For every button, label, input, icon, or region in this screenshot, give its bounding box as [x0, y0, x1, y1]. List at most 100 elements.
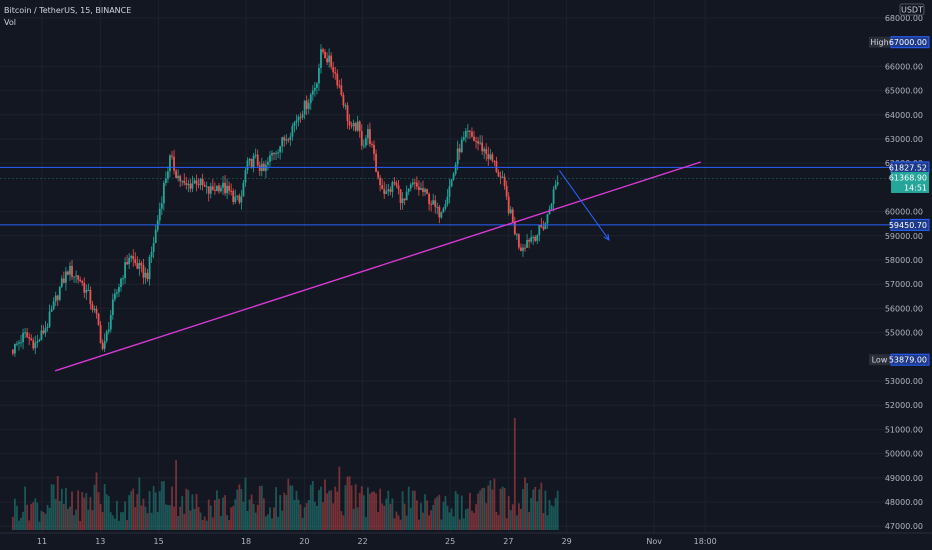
volume-bar	[65, 487, 67, 530]
volume-bar	[232, 505, 235, 530]
candle-body	[283, 137, 286, 141]
volume-bar	[499, 488, 502, 530]
volume-bar	[356, 507, 359, 530]
volume-bar	[177, 516, 180, 530]
volume-bar	[22, 511, 24, 530]
price-tick-label: 47000.00	[885, 522, 923, 531]
volume-bar	[324, 479, 326, 530]
volume-bar	[54, 499, 57, 530]
volume-bar	[150, 512, 153, 530]
volume-bar	[224, 495, 226, 530]
volume-bar	[183, 513, 186, 530]
candle-body	[205, 186, 208, 188]
candle-body	[181, 180, 184, 182]
currency-label: USDT	[901, 6, 923, 15]
candle-body	[375, 153, 377, 172]
volume-bar	[132, 488, 135, 530]
candle-body	[107, 329, 110, 332]
volume-bar	[340, 511, 343, 530]
candle-body	[34, 342, 37, 349]
volume-bar	[13, 498, 16, 530]
volume-bar	[479, 490, 482, 530]
candle-body	[503, 176, 506, 186]
candle-body	[407, 188, 410, 192]
volume-bar	[67, 508, 69, 530]
volume-bar	[164, 504, 167, 530]
candle-body	[383, 188, 386, 194]
candle-body	[289, 136, 292, 140]
candle-body	[24, 332, 26, 334]
candle-body	[542, 227, 545, 230]
candle-body	[95, 308, 98, 314]
volume-bar	[432, 504, 435, 530]
volume-bar	[218, 498, 220, 530]
candle-body	[346, 105, 349, 122]
volume-bar	[281, 510, 284, 530]
time-axis[interactable]: 11 13 15 18 20 22 25 27 29 Nov 18:00	[37, 537, 717, 546]
candle-body	[42, 330, 45, 334]
volume-bar	[111, 515, 114, 530]
support-trendline	[54, 161, 702, 372]
volume-bar	[185, 488, 188, 530]
candle-body	[189, 183, 192, 189]
volume-bar	[489, 480, 492, 530]
candle-body	[81, 281, 84, 283]
volume-bar	[403, 503, 406, 530]
candle-body	[285, 139, 288, 141]
volume-bar	[462, 518, 465, 530]
high-marker-value-bg	[890, 36, 930, 49]
candle-body	[507, 196, 510, 214]
volume-bar	[418, 519, 420, 530]
volume-bar	[415, 500, 418, 530]
volume-bar	[30, 503, 33, 530]
candle-body	[209, 186, 212, 194]
volume-bar	[515, 515, 518, 530]
volume-bar	[273, 507, 275, 530]
candle-body	[320, 49, 322, 68]
badge-last-price-text: 14:51	[904, 183, 927, 192]
candle-body	[275, 153, 277, 155]
volume-bar	[91, 510, 94, 530]
candle-body	[142, 265, 145, 278]
candle-body	[20, 342, 22, 344]
projection-arrow-line	[559, 170, 610, 241]
candle-body	[291, 126, 294, 137]
candle-body	[424, 189, 426, 192]
candle-body	[462, 137, 465, 140]
time-tick-label: 29	[562, 537, 572, 546]
price-tick-label: 63000.00	[885, 135, 923, 144]
volume-bar	[103, 484, 106, 530]
price-axis[interactable]: 68000.00 66000.00 65000.00 64000.00 63000.00…	[885, 14, 923, 531]
candle-body	[379, 177, 382, 186]
volume-bar	[385, 498, 388, 530]
volume-bar	[36, 502, 39, 530]
candle-body	[415, 182, 418, 187]
candle-body	[538, 224, 541, 236]
volume-bar	[213, 499, 216, 530]
price-tick-label: 65000.00	[885, 87, 923, 96]
candle-body	[477, 141, 479, 144]
candle-body	[401, 198, 404, 204]
candle-body	[120, 278, 122, 288]
candle-body	[109, 315, 112, 330]
price-tick-label: 68000.00	[885, 14, 923, 23]
volume-bar	[395, 511, 398, 530]
currency-badge[interactable]: USDT	[899, 3, 925, 16]
volume-bars	[11, 418, 559, 530]
candle-body	[513, 222, 516, 235]
candle-body	[487, 153, 490, 160]
badge-lower-level: 59450.70	[889, 218, 930, 231]
volume-bar	[75, 509, 78, 530]
candle-body	[293, 122, 296, 127]
volume-bar	[444, 495, 447, 530]
candle-body	[271, 153, 273, 156]
volume-bar	[124, 501, 126, 530]
candle-body	[344, 105, 347, 107]
time-tick-label: 22	[358, 537, 368, 546]
volume-bar	[134, 507, 137, 530]
volume-bar	[285, 495, 288, 530]
volume-bar	[20, 517, 22, 530]
volume-bar	[495, 511, 498, 530]
